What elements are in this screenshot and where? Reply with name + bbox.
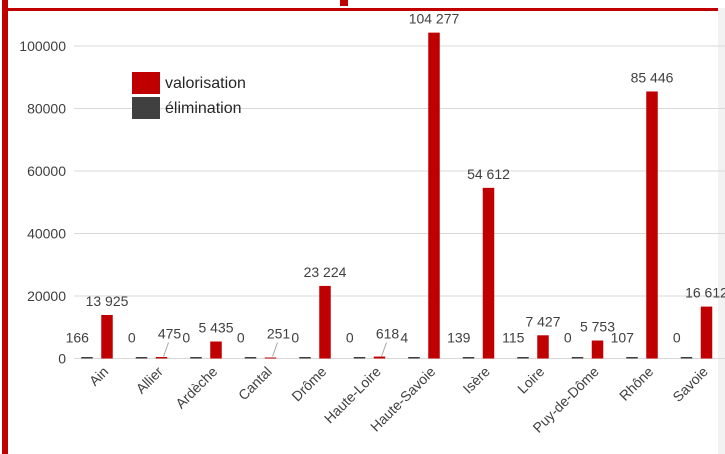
bar-valorisation [319, 285, 331, 359]
category-label: Savoie [669, 363, 711, 405]
bar-elimination [244, 357, 257, 359]
frame-edge-right [718, 8, 725, 454]
data-label-elimination: 0 [291, 330, 299, 346]
category-label: Cantal [235, 363, 275, 403]
bar-valorisation [373, 356, 386, 359]
bar-elimination [626, 357, 638, 359]
bar-valorisation [537, 335, 549, 359]
category-label: Ardèche [172, 363, 220, 411]
bar-elimination [680, 357, 693, 359]
data-label-elimination: 107 [611, 330, 635, 346]
legend-label: élimination [165, 100, 241, 117]
bar-elimination [81, 357, 93, 359]
bar-elimination [462, 357, 475, 359]
legend-swatch [132, 97, 160, 119]
category-label: Drôme [288, 363, 329, 404]
data-label-elimination: 4 [400, 330, 408, 346]
category-label: Loire [514, 363, 547, 396]
data-label-valorisation: 23 224 [304, 264, 347, 280]
bar-elimination [299, 357, 311, 359]
data-label-valorisation: 5 753 [580, 319, 615, 335]
bar-valorisation [155, 357, 168, 359]
frame-border-left [2, 0, 8, 454]
category-label: Isère [460, 363, 493, 396]
legend-swatch [132, 72, 160, 94]
data-label-elimination: 0 [346, 330, 354, 346]
y-tick-label: 80000 [27, 101, 66, 117]
category-label: Allier [133, 363, 167, 397]
bar-valorisation [101, 314, 113, 359]
data-label-elimination: 139 [447, 330, 471, 346]
y-tick-label: 0 [58, 351, 66, 367]
y-tick-label: 40000 [27, 226, 66, 242]
bar-elimination [408, 357, 420, 359]
bar-elimination [190, 357, 202, 359]
legend-label: valorisation [165, 75, 246, 92]
title-fragment [340, 0, 348, 6]
data-label-valorisation: 5 435 [198, 320, 233, 336]
data-label-valorisation: 85 446 [631, 69, 674, 85]
bar-elimination [571, 357, 584, 359]
bar-valorisation [428, 32, 440, 359]
data-label-valorisation: 13 925 [86, 293, 129, 309]
leader-line [381, 342, 387, 357]
bar-elimination [353, 357, 366, 359]
data-label-elimination: 0 [128, 330, 136, 346]
data-label-valorisation: 16 612 [685, 285, 725, 301]
bar-valorisation [264, 357, 277, 359]
data-label-elimination: 166 [66, 330, 90, 346]
frame-border-top [2, 8, 725, 11]
data-label-elimination: 0 [182, 330, 190, 346]
data-label-elimination: 0 [237, 330, 245, 346]
data-label-valorisation: 251 [267, 326, 291, 342]
data-label-valorisation: 7 427 [525, 313, 560, 329]
y-tick-label: 20000 [27, 288, 66, 304]
category-label: Ain [86, 363, 112, 389]
bar-elimination [517, 357, 529, 359]
data-label-valorisation: 104 277 [409, 11, 460, 27]
bar-valorisation [646, 91, 658, 359]
data-label-valorisation: 618 [376, 326, 400, 342]
category-label: Rhône [616, 363, 657, 404]
y-tick-label: 100000 [19, 38, 66, 54]
data-label-elimination: 0 [673, 330, 681, 346]
bar-valorisation [210, 341, 222, 359]
y-tick-label: 60000 [27, 163, 66, 179]
data-label-valorisation: 475 [158, 326, 182, 342]
leader-line [163, 342, 169, 357]
bar-elimination [135, 357, 148, 359]
bar-valorisation [700, 306, 713, 359]
bar-valorisation [591, 340, 604, 359]
data-label-valorisation: 54 612 [467, 166, 510, 182]
data-label-elimination: 0 [564, 330, 572, 346]
leader-line [272, 342, 278, 357]
data-label-elimination: 115 [502, 330, 525, 346]
bar-valorisation [482, 187, 495, 359]
